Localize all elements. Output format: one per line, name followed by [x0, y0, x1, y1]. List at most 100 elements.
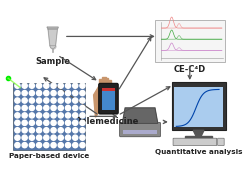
Circle shape: [51, 143, 56, 148]
Circle shape: [15, 128, 20, 133]
Circle shape: [37, 98, 42, 103]
Circle shape: [37, 91, 42, 96]
Circle shape: [22, 128, 27, 133]
Text: CE-C⁴D: CE-C⁴D: [174, 65, 206, 74]
Circle shape: [22, 135, 27, 140]
Circle shape: [15, 91, 20, 96]
Circle shape: [65, 128, 71, 133]
Circle shape: [65, 91, 71, 96]
Circle shape: [58, 128, 63, 133]
Text: Telemedicine: Telemedicine: [77, 117, 140, 126]
Circle shape: [29, 113, 34, 118]
FancyBboxPatch shape: [13, 83, 85, 150]
Circle shape: [44, 83, 49, 88]
FancyBboxPatch shape: [172, 82, 226, 130]
Circle shape: [29, 105, 34, 111]
Circle shape: [22, 91, 27, 96]
Circle shape: [51, 98, 56, 103]
Circle shape: [73, 135, 78, 140]
Circle shape: [73, 105, 78, 111]
FancyBboxPatch shape: [120, 122, 161, 137]
Circle shape: [15, 120, 20, 125]
Circle shape: [73, 128, 78, 133]
Polygon shape: [193, 130, 204, 136]
Circle shape: [15, 113, 20, 118]
Circle shape: [51, 135, 56, 140]
Text: Paper-based device: Paper-based device: [9, 153, 89, 160]
Polygon shape: [94, 86, 105, 117]
Circle shape: [65, 143, 71, 148]
Circle shape: [44, 135, 49, 140]
Circle shape: [80, 83, 85, 88]
Polygon shape: [48, 29, 57, 46]
Circle shape: [73, 113, 78, 118]
Circle shape: [29, 120, 34, 125]
Circle shape: [22, 105, 27, 111]
Circle shape: [58, 113, 63, 118]
Text: Sample: Sample: [35, 57, 70, 66]
Circle shape: [51, 83, 56, 88]
Circle shape: [37, 120, 42, 125]
Circle shape: [51, 113, 56, 118]
FancyBboxPatch shape: [155, 20, 225, 61]
Circle shape: [37, 113, 42, 118]
Circle shape: [80, 143, 85, 148]
FancyBboxPatch shape: [123, 130, 157, 134]
Circle shape: [80, 128, 85, 133]
FancyBboxPatch shape: [175, 87, 223, 128]
Circle shape: [73, 98, 78, 103]
Circle shape: [51, 128, 56, 133]
Circle shape: [22, 120, 27, 125]
Circle shape: [37, 128, 42, 133]
Polygon shape: [99, 79, 103, 86]
Circle shape: [58, 83, 63, 88]
Circle shape: [44, 91, 49, 96]
Circle shape: [65, 120, 71, 125]
Circle shape: [51, 120, 56, 125]
Circle shape: [44, 143, 49, 148]
Circle shape: [22, 113, 27, 118]
Polygon shape: [105, 78, 109, 85]
Circle shape: [51, 105, 56, 111]
FancyBboxPatch shape: [173, 138, 217, 146]
Circle shape: [80, 98, 85, 103]
Circle shape: [22, 98, 27, 103]
Circle shape: [80, 120, 85, 125]
Circle shape: [58, 98, 63, 103]
Circle shape: [44, 105, 49, 111]
Polygon shape: [102, 77, 106, 84]
Circle shape: [44, 113, 49, 118]
Circle shape: [29, 91, 34, 96]
Circle shape: [37, 135, 42, 140]
Circle shape: [15, 135, 20, 140]
Circle shape: [65, 105, 71, 111]
Circle shape: [29, 128, 34, 133]
Polygon shape: [108, 80, 111, 87]
Circle shape: [65, 113, 71, 118]
Circle shape: [15, 98, 20, 103]
Circle shape: [37, 143, 42, 148]
Circle shape: [22, 143, 27, 148]
Circle shape: [80, 113, 85, 118]
Circle shape: [22, 83, 27, 88]
Circle shape: [58, 135, 63, 140]
Circle shape: [65, 98, 71, 103]
Circle shape: [29, 135, 34, 140]
Polygon shape: [185, 136, 212, 138]
Circle shape: [29, 83, 34, 88]
Circle shape: [37, 105, 42, 111]
Circle shape: [37, 83, 42, 88]
Circle shape: [44, 120, 49, 125]
Circle shape: [29, 143, 34, 148]
FancyBboxPatch shape: [102, 88, 116, 91]
Circle shape: [73, 143, 78, 148]
Circle shape: [29, 98, 34, 103]
Circle shape: [15, 83, 20, 88]
Polygon shape: [47, 27, 58, 29]
Circle shape: [44, 128, 49, 133]
Circle shape: [15, 105, 20, 111]
Circle shape: [44, 98, 49, 103]
Circle shape: [73, 83, 78, 88]
Circle shape: [58, 91, 63, 96]
Circle shape: [58, 120, 63, 125]
